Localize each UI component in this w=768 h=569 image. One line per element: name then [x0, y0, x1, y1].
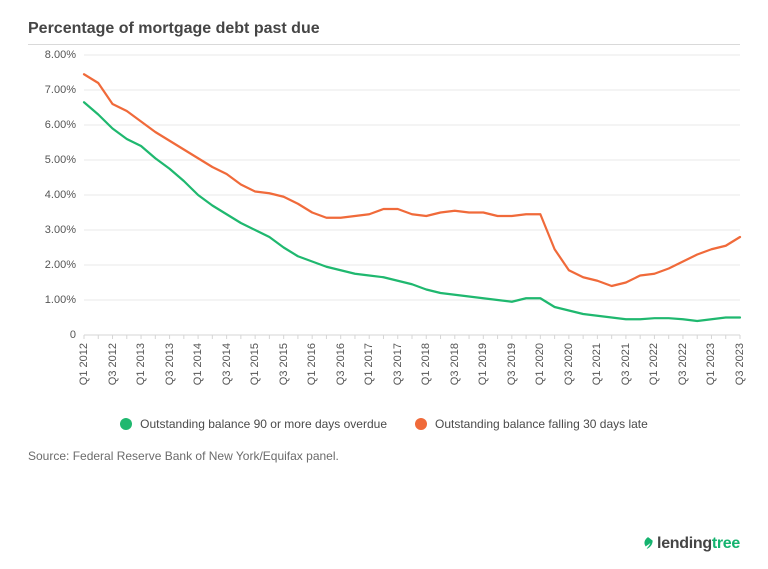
plot-svg [84, 55, 740, 335]
y-tick-label: 6.00% [28, 119, 76, 131]
y-tick-label: 7.00% [28, 84, 76, 96]
y-axis: 01.00%2.00%3.00%4.00%5.00%6.00%7.00%8.00… [28, 55, 76, 335]
x-tick-label: Q1 2019 [477, 343, 489, 385]
x-tick-label: Q3 2012 [107, 343, 119, 385]
x-tick-label: Q3 2021 [620, 343, 632, 385]
brand-logo: lendingtree [641, 535, 740, 555]
plot-region [84, 55, 740, 335]
x-tick-label: Q1 2014 [192, 343, 204, 385]
y-tick-label: 0 [28, 329, 76, 341]
x-axis: Q1 2012Q3 2012Q1 2013Q3 2013Q1 2014Q3 20… [84, 343, 740, 413]
logo-word-2: tree [712, 535, 740, 552]
x-tick-label: Q1 2015 [249, 343, 261, 385]
x-tick-label: Q1 2023 [705, 343, 717, 385]
y-tick-label: 1.00% [28, 294, 76, 306]
x-tick-label: Q3 2017 [392, 343, 404, 385]
legend-item: Outstanding balance 90 or more days over… [120, 417, 387, 431]
logo-word-1: lending [657, 535, 712, 552]
y-tick-label: 3.00% [28, 224, 76, 236]
title-divider [28, 44, 740, 45]
x-tick-label: Q1 2018 [420, 343, 432, 385]
x-tick-label: Q1 2022 [648, 343, 660, 385]
x-tick-label: Q3 2020 [563, 343, 575, 385]
legend-dot-icon [415, 418, 427, 430]
series-line [84, 102, 740, 321]
x-tick-label: Q1 2016 [306, 343, 318, 385]
legend-dot-icon [120, 418, 132, 430]
x-tick-label: Q1 2021 [591, 343, 603, 385]
y-tick-label: 8.00% [28, 49, 76, 61]
source-text: Source: Federal Reserve Bank of New York… [28, 449, 740, 463]
y-tick-label: 5.00% [28, 154, 76, 166]
x-tick-label: Q3 2023 [734, 343, 746, 385]
leaf-icon [641, 536, 655, 555]
legend-label: Outstanding balance 90 or more days over… [140, 417, 387, 431]
x-tick-label: Q1 2017 [363, 343, 375, 385]
legend: Outstanding balance 90 or more days over… [28, 417, 740, 431]
x-tick-label: Q1 2020 [534, 343, 546, 385]
x-tick-label: Q3 2013 [164, 343, 176, 385]
x-tick-label: Q3 2018 [449, 343, 461, 385]
x-tick-label: Q3 2019 [506, 343, 518, 385]
legend-item: Outstanding balance falling 30 days late [415, 417, 648, 431]
x-tick-label: Q3 2015 [278, 343, 290, 385]
chart-title: Percentage of mortgage debt past due [28, 20, 740, 38]
x-tick-label: Q3 2022 [677, 343, 689, 385]
x-tick-label: Q3 2016 [335, 343, 347, 385]
y-tick-label: 4.00% [28, 189, 76, 201]
x-tick-label: Q1 2013 [135, 343, 147, 385]
x-tick-label: Q3 2014 [221, 343, 233, 385]
legend-label: Outstanding balance falling 30 days late [435, 417, 648, 431]
x-tick-label: Q1 2012 [78, 343, 90, 385]
y-tick-label: 2.00% [28, 259, 76, 271]
chart-area: 01.00%2.00%3.00%4.00%5.00%6.00%7.00%8.00… [28, 55, 740, 415]
